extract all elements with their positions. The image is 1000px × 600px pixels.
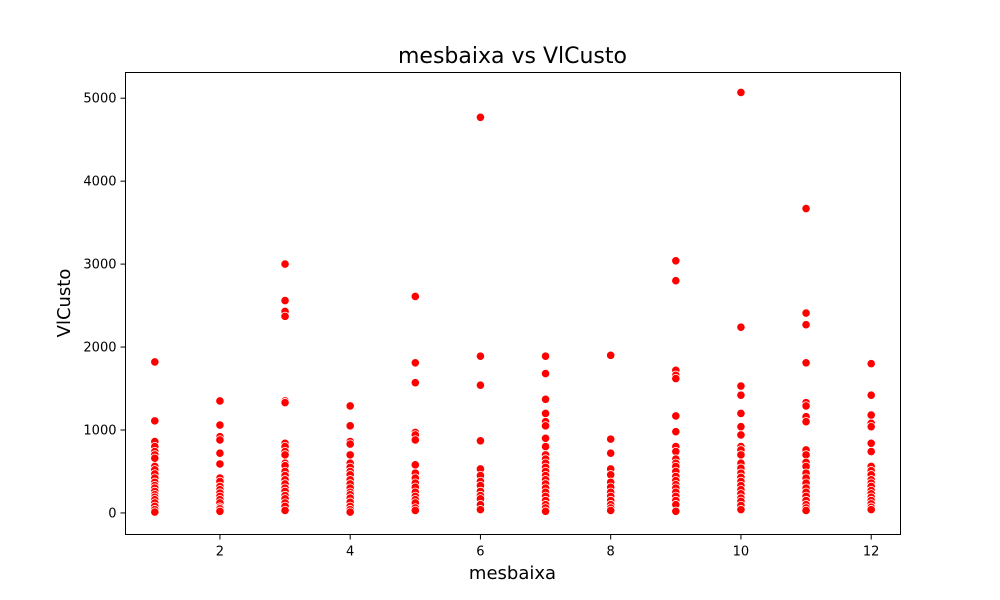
scatter-point [410, 505, 420, 516]
x-tick-label: 10 [733, 545, 750, 560]
scatter-point [736, 381, 746, 391]
scatter-point [540, 351, 551, 361]
scatter-point [540, 441, 551, 452]
scatter-point [150, 507, 160, 517]
scatter-point [475, 351, 486, 361]
scatter-point [280, 311, 290, 321]
scatter-point [150, 416, 160, 426]
scatter-point [866, 505, 876, 515]
scatter-point [801, 505, 811, 516]
x-tick-label: 2 [216, 545, 224, 560]
scatter-point [606, 448, 616, 458]
scatter-points [150, 87, 876, 517]
scatter-point [410, 435, 420, 445]
scatter-point [280, 398, 290, 408]
chart-title: mesbaixa vs VlCusto [398, 44, 627, 69]
scatter-point [801, 358, 811, 368]
scatter-point [280, 259, 290, 269]
scatter-point [671, 411, 681, 421]
scatter-point [801, 417, 811, 427]
scatter-point [671, 256, 681, 266]
scatter-point [606, 434, 616, 444]
scatter-point [801, 320, 811, 330]
scatter-point [475, 505, 486, 515]
scatter-point [215, 448, 225, 458]
y-axis-label: VlCusto [54, 269, 75, 338]
scatter-point [736, 87, 746, 98]
scatter-point [801, 401, 811, 411]
scatter-point [866, 438, 876, 448]
scatter-point [410, 291, 420, 302]
scatter-point [410, 358, 420, 368]
x-tick-label: 6 [476, 545, 484, 560]
y-axis-ticks: 0 1000 2000 3000 4000 5000 [83, 92, 126, 521]
scatter-point [215, 506, 225, 516]
y-tick-label: 2000 [83, 341, 116, 356]
x-axis-ticks: 2 4 6 8 10 12 [216, 534, 880, 560]
y-tick-label: 3000 [83, 258, 116, 273]
scatter-point [671, 427, 681, 437]
scatter-point [540, 421, 551, 431]
scatter-point [866, 359, 876, 369]
scatter-point [606, 505, 616, 516]
scatter-point [671, 276, 681, 286]
scatter-point [540, 408, 551, 419]
scatter-point [215, 420, 225, 430]
scatter-point [801, 203, 811, 214]
x-tick-label: 12 [863, 545, 880, 560]
scatter-point [280, 295, 290, 306]
y-tick-label: 4000 [83, 175, 116, 190]
scatter-point [866, 446, 876, 457]
scatter-point [540, 394, 551, 404]
scatter-point [345, 421, 355, 431]
scatter-point [150, 357, 160, 367]
scatter-point [736, 430, 746, 440]
scatter-point [475, 380, 486, 390]
plot-frame [125, 72, 901, 535]
scatter-point [736, 322, 746, 332]
scatter-point [215, 396, 225, 406]
scatter-point [801, 308, 811, 318]
y-tick-label: 0 [108, 506, 116, 521]
scatter-point [345, 439, 355, 449]
scatter-point [280, 450, 290, 460]
scatter-point [866, 390, 876, 400]
y-tick-label: 5000 [83, 92, 116, 107]
y-tick-label: 1000 [83, 423, 116, 438]
scatter-point [475, 436, 486, 446]
scatter-point [736, 390, 746, 400]
scatter-point [540, 368, 551, 379]
scatter-point [345, 401, 355, 411]
x-axis-label: mesbaixa [469, 563, 556, 584]
scatter-point [606, 350, 616, 360]
scatter-point [410, 378, 420, 388]
scatter-point [736, 408, 746, 419]
scatter-point [736, 422, 746, 432]
x-tick-label: 8 [607, 545, 615, 560]
scatter-point [866, 422, 876, 432]
scatter-point [345, 450, 355, 460]
scatter-point [736, 505, 746, 515]
scatter-point [345, 507, 355, 517]
scatter-point [280, 505, 290, 516]
scatter-point [215, 459, 225, 469]
scatter-point [475, 112, 486, 122]
scatter-point [671, 373, 681, 384]
scatter-point [736, 450, 746, 460]
scatter-point [540, 506, 551, 516]
scatter-point [215, 435, 225, 445]
scatter-point [540, 433, 551, 443]
scatter-point [866, 410, 876, 420]
scatter-point [150, 453, 160, 463]
x-tick-label: 4 [346, 545, 354, 560]
scatter-point [671, 506, 681, 516]
scatter-point [410, 460, 420, 470]
